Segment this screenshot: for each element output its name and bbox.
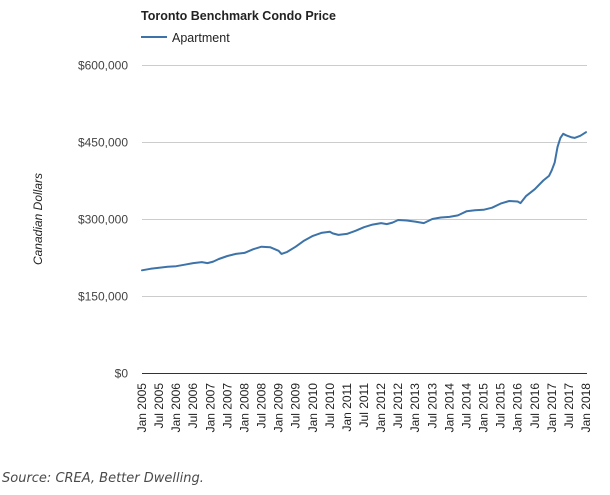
y-tick-label: $150,000 <box>78 290 128 304</box>
series-line-apartment <box>141 131 587 272</box>
y-axis-label: Canadian Dollars <box>31 173 45 265</box>
gridlines <box>142 65 587 374</box>
x-tick-label: Jan 2009 <box>272 383 286 433</box>
x-tick-label: Jul 2012 <box>391 383 405 429</box>
y-tick-label: $600,000 <box>78 59 128 73</box>
x-axis-ticks: Jan 2005 Jul 2005 Jan 2006 Jul 2006 Jan 2007… <box>135 383 593 433</box>
x-tick-label: Jan 2005 <box>135 383 149 433</box>
x-tick-label: Jan 2007 <box>203 383 217 433</box>
x-tick-label: Jul 2013 <box>425 383 439 429</box>
chart-title: Toronto Benchmark Condo Price <box>141 9 336 23</box>
x-tick-label: Jan 2008 <box>238 383 252 433</box>
x-tick-label: Jan 2013 <box>408 383 422 433</box>
x-tick-label: Jul 2010 <box>323 383 337 429</box>
x-tick-label: Jul 2007 <box>220 383 234 429</box>
x-tick-label: Jan 2010 <box>306 383 320 433</box>
x-tick-label: Jul 2005 <box>152 383 166 429</box>
line-chart: Toronto Benchmark Condo Price Apartment … <box>31 9 593 433</box>
legend: Apartment <box>141 31 230 45</box>
x-tick-label: Jan 2014 <box>442 383 456 433</box>
x-tick-label: Jul 2008 <box>255 383 269 429</box>
y-axis-ticks: $0 $150,000 $300,000 $450,000 $600,000 <box>78 59 128 381</box>
x-tick-label: Jan 2016 <box>511 383 525 433</box>
x-tick-label: Jan 2006 <box>169 383 183 433</box>
x-tick-label: Jul 2009 <box>289 383 303 429</box>
x-tick-label: Jan 2018 <box>579 383 593 433</box>
x-tick-label: Jul 2016 <box>528 383 542 429</box>
source-note: Source: CREA, Better Dwelling. <box>2 471 204 486</box>
x-tick-label: Jan 2017 <box>545 383 559 433</box>
x-tick-label: Jul 2015 <box>494 383 508 429</box>
x-tick-label: Jul 2006 <box>186 383 200 429</box>
x-tick-label: Jan 2011 <box>340 383 354 432</box>
x-tick-label: Jul 2011 <box>357 383 371 428</box>
y-tick-label: $300,000 <box>78 213 128 227</box>
x-tick-label: Jul 2014 <box>460 383 474 429</box>
legend-label-apartment: Apartment <box>172 31 230 45</box>
y-tick-label: $0 <box>115 367 129 381</box>
x-tick-label: Jan 2012 <box>374 383 388 433</box>
series-group <box>141 131 587 272</box>
x-tick-label: Jan 2015 <box>477 383 491 433</box>
y-tick-label: $450,000 <box>78 136 128 150</box>
x-tick-label: Jul 2017 <box>562 383 576 429</box>
